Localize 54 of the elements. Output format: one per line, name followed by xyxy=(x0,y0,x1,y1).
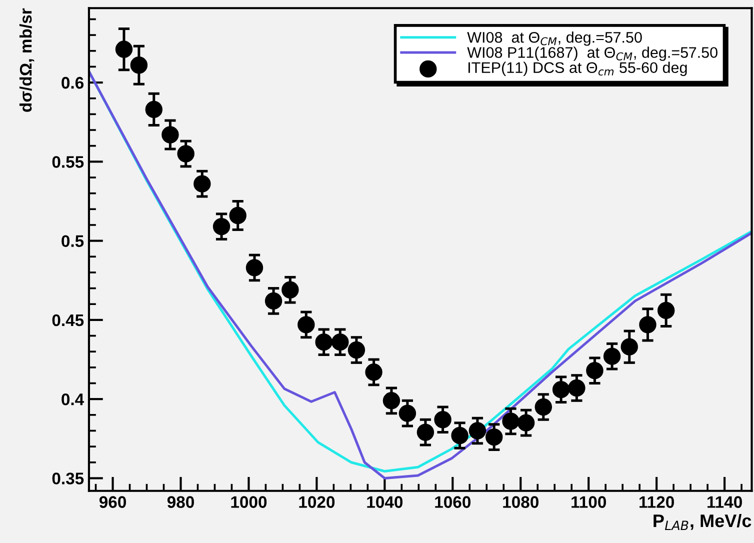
point xyxy=(517,414,535,432)
point xyxy=(365,364,382,381)
point xyxy=(282,281,299,298)
y-axis-title: dσ/dΩ, mb/sr xyxy=(19,8,34,112)
y-tick-label: 0.5 xyxy=(62,235,84,248)
point xyxy=(620,338,638,356)
point xyxy=(552,380,570,398)
point xyxy=(246,259,264,276)
legend-label: WI08 P11(1687) at Θ$_{CM}$, deg.=57.50 xyxy=(467,46,718,61)
x-tick-label: 1100 xyxy=(572,496,606,508)
point xyxy=(194,175,211,192)
x-tick-label: 960 xyxy=(99,496,126,508)
y-tick-label: 0.45 xyxy=(52,314,84,326)
point xyxy=(332,333,349,351)
point xyxy=(657,302,675,320)
x-tick-label: 1040 xyxy=(367,496,403,508)
point xyxy=(468,422,486,440)
point xyxy=(162,126,179,144)
point xyxy=(639,316,656,334)
point xyxy=(382,392,400,410)
point xyxy=(434,411,452,428)
legend-label: WI08 at Θ$_{CM}$, deg.=57.50 xyxy=(467,32,642,46)
y-tick-label: 0.35 xyxy=(52,472,84,484)
x-tick-label: 980 xyxy=(167,496,194,508)
x-tick-label: 1140 xyxy=(708,496,742,508)
point xyxy=(229,206,246,224)
point xyxy=(398,404,416,422)
y-tick-label: 0.55 xyxy=(52,156,84,168)
point xyxy=(145,100,162,118)
point xyxy=(416,424,434,441)
point xyxy=(568,379,586,397)
x-tick-label: 1020 xyxy=(299,496,335,508)
point xyxy=(130,56,148,74)
y-tick-label: 0.4 xyxy=(62,393,84,406)
x-tick-label: 1060 xyxy=(435,496,470,508)
point xyxy=(603,348,621,365)
point xyxy=(177,145,194,162)
point xyxy=(298,316,315,334)
point xyxy=(315,333,332,351)
point xyxy=(485,428,503,446)
point xyxy=(586,362,604,380)
point xyxy=(534,398,552,416)
legend-label: ITEP(11) DCS at Θ$_{cm}$ 55-60 deg xyxy=(468,62,687,76)
x-axis-title: P$_{LAB}$, MeV/c xyxy=(654,514,752,530)
x-tick-label: 1120 xyxy=(640,496,674,508)
point xyxy=(115,40,133,58)
point xyxy=(451,426,468,444)
point xyxy=(264,292,282,310)
x-tick-label: 1000 xyxy=(231,496,267,508)
point xyxy=(502,412,520,430)
x-tick-label: 1080 xyxy=(503,496,538,508)
y-tick-label: 0.6 xyxy=(62,76,84,89)
point xyxy=(212,218,230,236)
point xyxy=(348,341,366,359)
